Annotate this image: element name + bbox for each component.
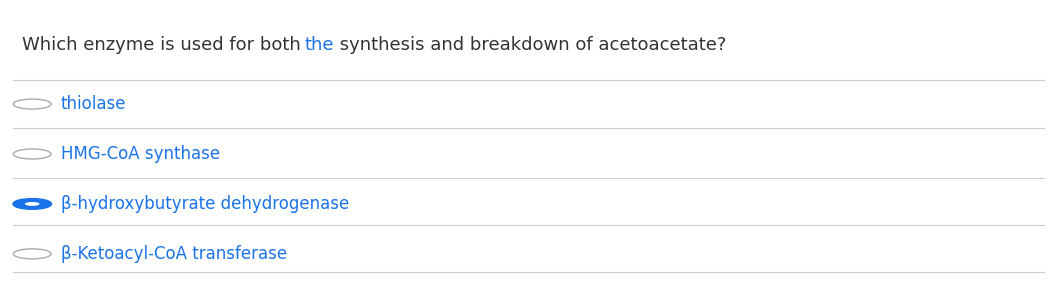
Circle shape [14, 199, 51, 209]
Text: thiolase: thiolase [60, 95, 126, 113]
Text: β-hydroxybutyrate dehydrogenase: β-hydroxybutyrate dehydrogenase [60, 195, 349, 213]
Text: the: the [304, 36, 334, 54]
Circle shape [25, 202, 39, 206]
Circle shape [14, 99, 51, 109]
Text: Which enzyme is used for both: Which enzyme is used for both [22, 36, 307, 54]
Circle shape [14, 149, 51, 159]
Text: synthesis and breakdown of acetoacetate?: synthesis and breakdown of acetoacetate? [334, 36, 726, 54]
Circle shape [14, 249, 51, 259]
Text: β-Ketoacyl-CoA transferase: β-Ketoacyl-CoA transferase [60, 245, 286, 263]
Text: HMG-CoA synthase: HMG-CoA synthase [60, 145, 220, 163]
